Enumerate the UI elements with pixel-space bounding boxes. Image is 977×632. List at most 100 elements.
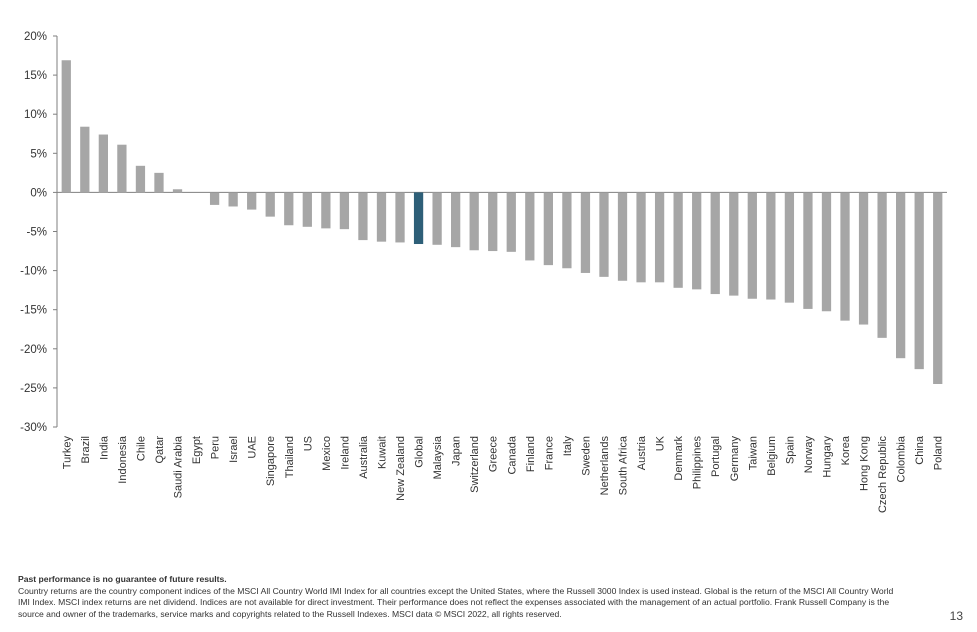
bar-india xyxy=(98,134,108,193)
x-tick-label: China xyxy=(914,435,926,465)
bar-south-africa xyxy=(617,192,628,281)
bar-us xyxy=(302,192,312,227)
y-tick-label: 20% xyxy=(24,31,47,43)
x-tick-label: Belgium xyxy=(766,436,778,476)
bar-philippines xyxy=(692,192,702,290)
y-tick-label: 10% xyxy=(24,109,47,121)
x-tick-label: Qatar xyxy=(154,436,166,464)
bar-hong-kong xyxy=(858,192,869,325)
x-tick-label: Canada xyxy=(506,435,518,474)
bar-kuwait xyxy=(376,192,387,242)
x-tick-label: Brazil xyxy=(80,436,92,464)
bar-belgium xyxy=(766,192,776,300)
bar-china xyxy=(914,192,924,370)
bar-uae xyxy=(247,192,257,210)
bar-new-zealand xyxy=(395,192,405,243)
bar-greece xyxy=(488,192,498,252)
x-tick-label: Singapore xyxy=(265,436,277,486)
x-tick-label: Austria xyxy=(636,435,648,470)
x-tick-label: Saudi Arabia xyxy=(173,435,185,498)
x-tick-label: Philippines xyxy=(692,436,704,490)
bars xyxy=(61,60,943,384)
x-tick-label: Israel xyxy=(228,436,240,463)
y-tick-label: -10% xyxy=(20,266,47,278)
x-tick-label: Finland xyxy=(525,436,537,472)
x-tick-label: Colombia xyxy=(896,435,908,482)
bar-chile xyxy=(135,165,146,193)
bar-colombia xyxy=(896,192,906,359)
bar-finland xyxy=(525,192,535,261)
y-tick-label: 15% xyxy=(24,70,47,82)
bar-france xyxy=(543,192,553,266)
x-tick-label: Netherlands xyxy=(599,436,611,496)
x-tick-label: US xyxy=(302,436,314,451)
x-tick-label: Switzerland xyxy=(469,436,481,493)
bar-qatar xyxy=(154,172,164,193)
x-tick-label: Egypt xyxy=(191,436,203,464)
x-tick-label: Germany xyxy=(729,436,741,482)
y-tick-label: -25% xyxy=(20,383,47,395)
bar-switzerland xyxy=(469,192,479,251)
bar-italy xyxy=(562,192,572,269)
bar-peru xyxy=(209,192,220,205)
page-number: 13 xyxy=(949,609,963,623)
bar-hungary xyxy=(821,192,832,312)
x-tick-label: Peru xyxy=(210,436,222,459)
x-tick-label: Chile xyxy=(135,436,147,461)
x-tick-label: Korea xyxy=(840,435,852,465)
x-tick-label: Hong Kong xyxy=(859,436,871,491)
bar-israel xyxy=(228,192,238,207)
country-returns-bar-chart: 20% 15% 10% 5% 0% -5% -10% -15% -20% -25% -30% Tur… xyxy=(20,31,947,513)
x-tick-label: New Zealand xyxy=(395,436,407,501)
y-tick-label: -30% xyxy=(20,422,47,434)
x-tick-label: UK xyxy=(655,435,667,451)
bar-uk xyxy=(654,192,665,283)
x-tick-label: Hungary xyxy=(821,436,833,478)
x-tick-label: Greece xyxy=(488,436,500,472)
y-tick-label: 5% xyxy=(30,148,47,160)
disclaimer-text: Country returns are the country componen… xyxy=(18,585,894,619)
bar-norway xyxy=(803,192,813,309)
bar-spain xyxy=(784,192,795,303)
bar-austria xyxy=(636,192,646,283)
x-tick-label: Global xyxy=(414,436,426,468)
bar-ireland xyxy=(339,192,350,230)
y-tick-label: -20% xyxy=(20,344,47,356)
y-axis: 20% 15% 10% 5% 0% -5% -10% -15% -20% -25% -30% xyxy=(20,31,947,434)
bar-netherlands xyxy=(599,192,609,277)
bar-germany xyxy=(729,192,739,296)
bar-brazil xyxy=(80,126,90,193)
x-tick-label: Norway xyxy=(803,436,815,474)
bar-sweden xyxy=(580,192,591,273)
x-tick-label: Mexico xyxy=(321,436,333,471)
x-tick-label: Kuwait xyxy=(376,436,388,469)
bar-mexico xyxy=(321,192,331,229)
y-tick-label: -5% xyxy=(27,227,47,239)
bar-korea xyxy=(840,192,850,321)
x-tick-label: Denmark xyxy=(673,436,685,481)
bar-australia xyxy=(358,192,368,241)
bar-denmark xyxy=(673,192,683,288)
x-tick-label: Portugal xyxy=(710,436,722,477)
y-tick-label: -15% xyxy=(20,305,47,317)
x-tick-label: South Africa xyxy=(618,435,630,495)
bar-japan xyxy=(451,192,461,248)
x-tick-label: UAE xyxy=(247,436,259,459)
x-tick-label: Poland xyxy=(933,436,945,470)
x-tick-label: Japan xyxy=(451,436,463,466)
x-tick-label: France xyxy=(543,436,555,470)
bar-portugal xyxy=(710,192,720,295)
bar-indonesia xyxy=(117,144,127,193)
x-tick-label: Ireland xyxy=(339,436,351,470)
footnote: Past performance is no guarantee of futu… xyxy=(18,574,898,620)
x-tick-label: Turkey xyxy=(61,436,73,470)
x-tick-label: Italy xyxy=(562,436,574,457)
x-axis-labels: Turkey Brazil India Indonesia Chile Qatar Saud… xyxy=(61,435,944,513)
bar-canada xyxy=(506,192,516,252)
x-tick-label: Spain xyxy=(784,436,796,464)
bar-czech-republic xyxy=(877,192,887,338)
x-tick-label: Indonesia xyxy=(117,435,129,484)
disclaimer-bold: Past performance is no guarantee of futu… xyxy=(18,574,227,584)
bar-malaysia xyxy=(432,192,442,245)
bar-poland xyxy=(933,192,943,384)
